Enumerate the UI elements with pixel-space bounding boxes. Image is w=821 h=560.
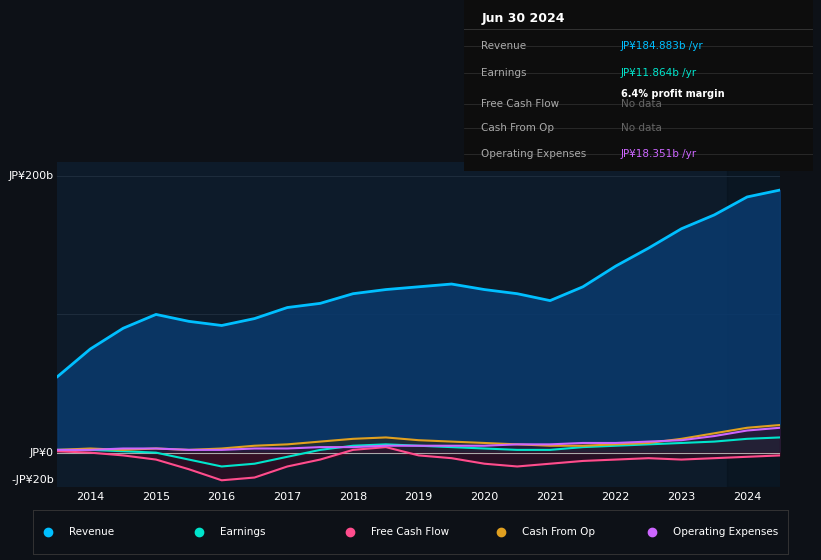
Text: Earnings: Earnings <box>220 527 266 537</box>
Text: No data: No data <box>621 123 662 133</box>
Text: Cash From Op: Cash From Op <box>481 123 554 133</box>
Text: Operating Expenses: Operating Expenses <box>481 148 586 158</box>
Text: JP¥11.864b /yr: JP¥11.864b /yr <box>621 68 697 78</box>
Text: 6.4% profit margin: 6.4% profit margin <box>621 89 724 99</box>
Text: Jun 30 2024: Jun 30 2024 <box>481 12 565 25</box>
Text: JP¥18.351b /yr: JP¥18.351b /yr <box>621 148 697 158</box>
Bar <box>727 162 787 487</box>
Text: Revenue: Revenue <box>69 527 114 537</box>
Text: Earnings: Earnings <box>481 68 527 78</box>
Text: Free Cash Flow: Free Cash Flow <box>371 527 449 537</box>
Text: JP¥0: JP¥0 <box>30 447 54 458</box>
Text: Cash From Op: Cash From Op <box>522 527 595 537</box>
Text: JP¥200b: JP¥200b <box>9 171 54 181</box>
Text: -JP¥20b: -JP¥20b <box>11 475 54 486</box>
Text: Free Cash Flow: Free Cash Flow <box>481 99 559 109</box>
Text: Revenue: Revenue <box>481 41 526 51</box>
Text: Operating Expenses: Operating Expenses <box>673 527 778 537</box>
Text: JP¥184.883b /yr: JP¥184.883b /yr <box>621 41 704 51</box>
Text: No data: No data <box>621 99 662 109</box>
